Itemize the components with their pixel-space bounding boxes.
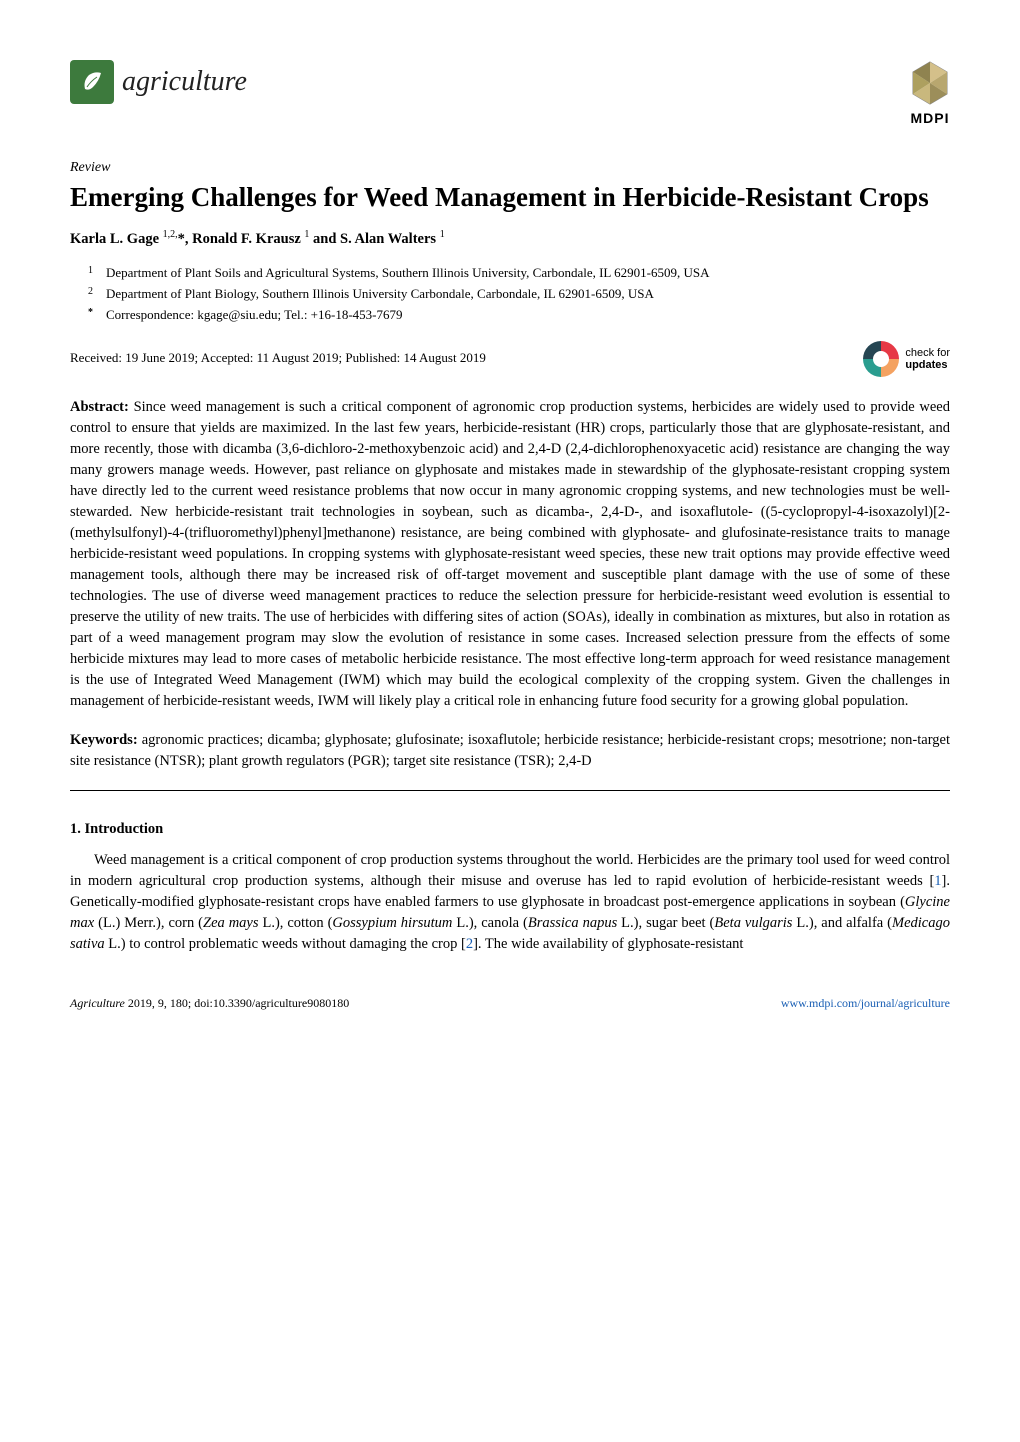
affiliation-text: Department of Plant Soils and Agricultur… (106, 264, 709, 283)
keywords-label: Keywords: (70, 732, 138, 748)
check-updates-icon (863, 341, 899, 377)
affiliation-text: Correspondence: kgage@siu.edu; Tel.: +16… (106, 306, 403, 325)
abstract: Abstract: Since weed management is such … (70, 397, 950, 712)
mdpi-hex-icon (910, 60, 950, 106)
affiliations: 1 Department of Plant Soils and Agricult… (88, 264, 950, 325)
affiliation-row: 2 Department of Plant Biology, Southern … (88, 285, 950, 304)
affiliation-number: 2 (88, 285, 106, 304)
publisher-logo: MDPI (910, 60, 950, 128)
affiliation-text: Department of Plant Biology, Southern Il… (106, 285, 654, 304)
citation-link[interactable]: 1 (934, 873, 941, 889)
body-paragraph: Weed management is a critical component … (70, 850, 950, 955)
section-divider (70, 790, 950, 791)
keywords-text: agronomic practices; dicamba; glyphosate… (70, 732, 950, 769)
check-updates-badge[interactable]: check for updates (863, 341, 950, 377)
publisher-name: MDPI (911, 108, 950, 128)
journal-logo: agriculture (70, 60, 247, 104)
page-header: agriculture MDPI (70, 60, 950, 128)
article-title: Emerging Challenges for Weed Management … (70, 181, 950, 215)
journal-name: agriculture (122, 62, 247, 103)
keywords: Keywords: agronomic practices; dicamba; … (70, 730, 950, 772)
abstract-label: Abstract: (70, 399, 129, 415)
affiliation-number: 1 (88, 264, 106, 283)
page-footer: Agriculture 2019, 9, 180; doi:10.3390/ag… (70, 995, 950, 1012)
affiliation-number: * (88, 306, 106, 325)
journal-logo-icon (70, 60, 114, 104)
section-heading: 1. Introduction (70, 819, 950, 840)
affiliation-row: * Correspondence: kgage@siu.edu; Tel.: +… (88, 306, 950, 325)
authors: Karla L. Gage 1,2,*, Ronald F. Krausz 1 … (70, 228, 950, 250)
citation-link[interactable]: 2 (466, 936, 473, 952)
footer-citation: Agriculture 2019, 9, 180; doi:10.3390/ag… (70, 995, 349, 1012)
article-type: Review (70, 158, 950, 178)
check-updates-text: check for updates (905, 347, 950, 371)
affiliation-row: 1 Department of Plant Soils and Agricult… (88, 264, 950, 283)
abstract-text: Since weed management is such a critical… (70, 399, 950, 709)
dates-row: Received: 19 June 2019; Accepted: 11 Aug… (70, 341, 950, 377)
footer-journal-link[interactable]: www.mdpi.com/journal/agriculture (781, 995, 950, 1012)
publication-dates: Received: 19 June 2019; Accepted: 11 Aug… (70, 349, 486, 368)
